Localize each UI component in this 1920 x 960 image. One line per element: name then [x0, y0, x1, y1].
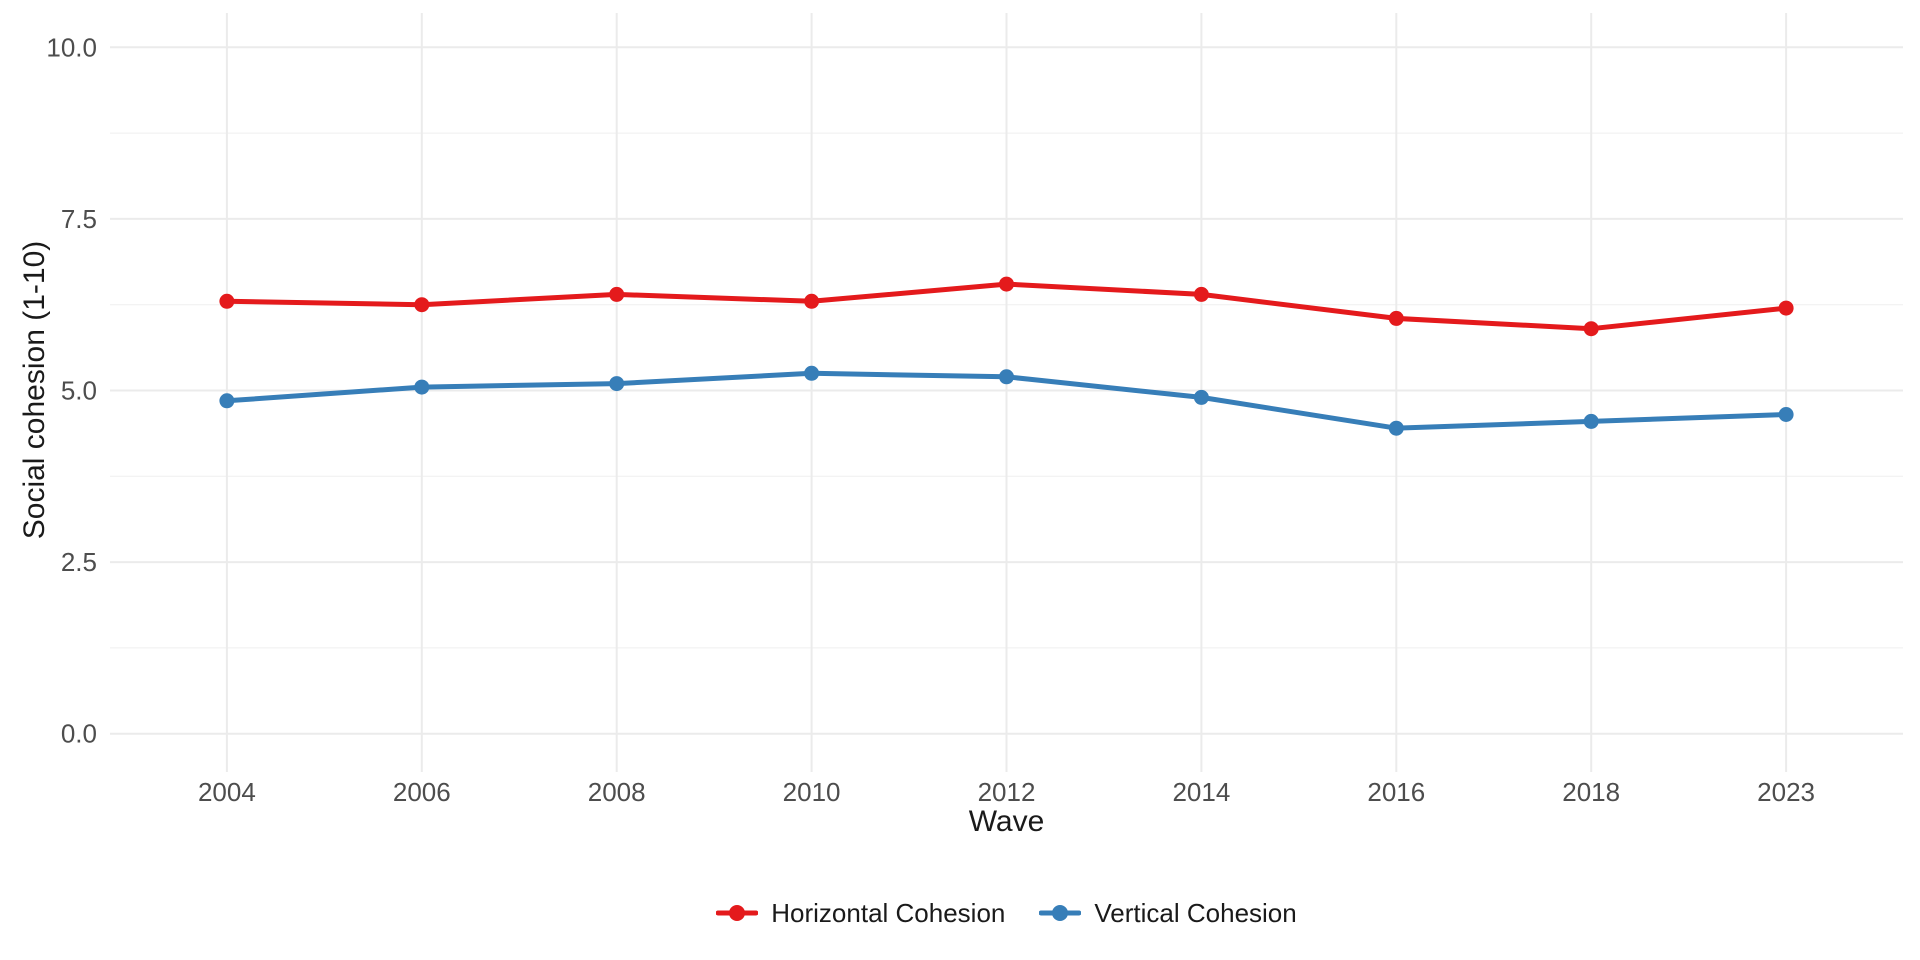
y-tick-label: 7.5: [61, 204, 97, 234]
data-point-vertical-cohesion-2010: [804, 365, 820, 381]
x-tick-label: 2010: [783, 777, 841, 807]
x-tick-label: 2016: [1367, 777, 1425, 807]
legend: Horizontal Cohesion Vertical Cohesion: [110, 888, 1903, 938]
data-point-vertical-cohesion-2023: [1778, 407, 1794, 422]
legend-item-horizontal-cohesion: Horizontal Cohesion: [716, 898, 1005, 929]
legend-item-vertical-cohesion: Vertical Cohesion: [1039, 897, 1297, 929]
data-point-horizontal-cohesion-2014: [1193, 286, 1209, 302]
data-point-horizontal-cohesion-2016: [1388, 310, 1404, 326]
x-tick-label: 2008: [588, 777, 646, 807]
data-point-horizontal-cohesion-2008: [609, 286, 625, 302]
data-point-horizontal-cohesion-2018: [1583, 321, 1599, 337]
data-point-horizontal-cohesion-2023: [1778, 300, 1794, 316]
data-point-horizontal-cohesion-2012: [999, 276, 1014, 292]
data-point-vertical-cohesion-2014: [1193, 389, 1209, 405]
data-point-horizontal-cohesion-2006: [414, 297, 430, 313]
data-point-vertical-cohesion-2018: [1583, 413, 1599, 429]
x-tick-label: 2023: [1757, 777, 1815, 807]
data-point-horizontal-cohesion-2004: [219, 293, 235, 309]
y-tick-label: 0.0: [61, 719, 97, 749]
y-tick-label: 5.0: [61, 376, 97, 406]
data-point-vertical-cohesion-2012: [999, 369, 1014, 385]
x-tick-label: 2018: [1562, 777, 1620, 807]
data-point-vertical-cohesion-2016: [1388, 420, 1404, 436]
data-point-horizontal-cohesion-2010: [804, 293, 820, 309]
legend-key-horizontal-cohesion-icon: [716, 905, 759, 921]
x-tick-label: 2006: [393, 777, 451, 807]
legend-label-vertical-cohesion: Vertical Cohesion: [1094, 897, 1297, 928]
y-tick-label: 10.0: [46, 32, 97, 62]
y-axis-title: Social cohesion (1-10): [18, 240, 51, 540]
y-tick-label: 2.5: [61, 547, 97, 577]
data-point-vertical-cohesion-2004: [219, 393, 235, 409]
legend-key-vertical-cohesion-icon: [1039, 905, 1082, 921]
x-tick-label: 2004: [198, 777, 256, 807]
x-tick-label: 2012: [978, 777, 1036, 807]
data-point-vertical-cohesion-2008: [609, 376, 625, 392]
data-point-vertical-cohesion-2006: [414, 379, 430, 395]
x-tick-label: 2014: [1172, 777, 1230, 807]
legend-label-horizontal-cohesion: Horizontal Cohesion: [771, 897, 1006, 928]
x-axis-title: Wave: [968, 805, 1045, 838]
plot-area: 0.0 2.5 5.0 7.5 10.0 2004 2006 2008 2010 2012 2014…: [46, 13, 1903, 807]
